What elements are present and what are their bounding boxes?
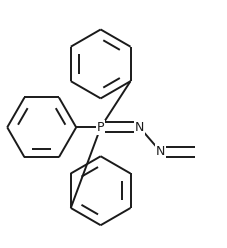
Text: N: N: [155, 145, 165, 158]
Text: P: P: [96, 121, 104, 134]
Text: N: N: [134, 121, 144, 134]
